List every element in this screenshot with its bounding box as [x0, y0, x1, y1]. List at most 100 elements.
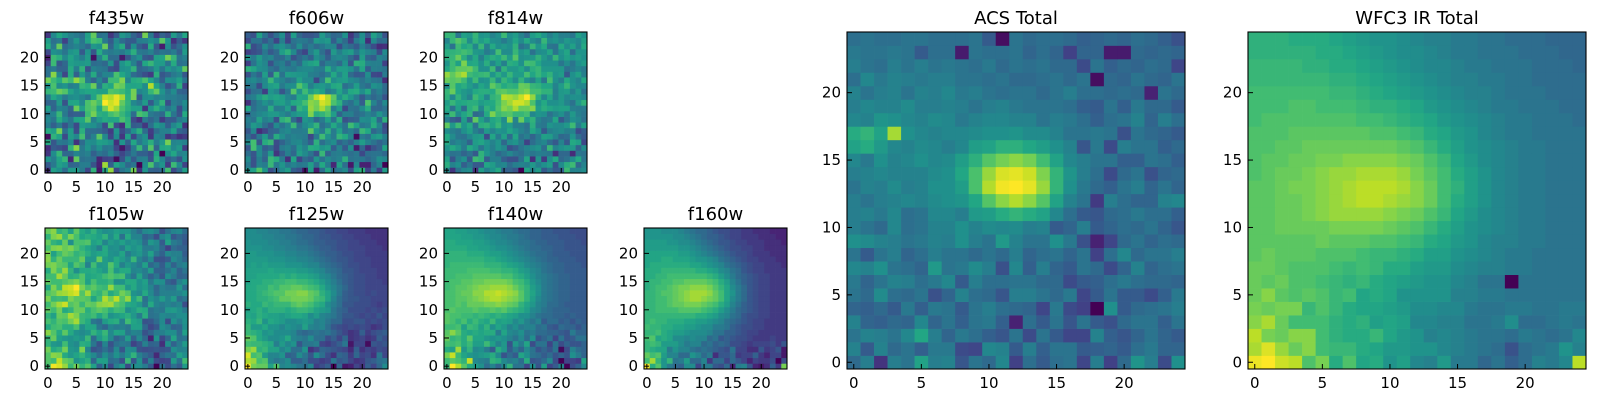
heatmap-cell [319, 273, 326, 280]
heatmap-cell [62, 60, 69, 67]
heatmap-cell [472, 82, 479, 89]
heatmap-cell [541, 352, 548, 359]
heatmap-cell [267, 290, 274, 297]
heatmap-cell [661, 267, 668, 274]
heatmap-cell [581, 71, 588, 78]
heatmap-cell [113, 150, 120, 157]
heatmap-cell [558, 301, 565, 308]
heatmap-cell [995, 288, 1010, 302]
heatmap-cell [484, 65, 491, 72]
heatmap-cell [575, 335, 582, 342]
heatmap-cell [541, 139, 548, 146]
heatmap-cell [79, 318, 86, 325]
heatmap-cell [336, 144, 343, 151]
heatmap-cell [672, 352, 679, 359]
heatmap-cell [581, 228, 588, 234]
heatmap-cell [313, 273, 320, 280]
heatmap-cell [575, 54, 582, 61]
heatmap-cell [735, 267, 742, 274]
heatmap-cell [250, 329, 257, 336]
heatmap-cell [501, 60, 508, 67]
heatmap-cell [718, 244, 725, 251]
heatmap-cell [569, 60, 576, 67]
heatmap-cell [325, 340, 332, 347]
heatmap-cell [655, 357, 662, 364]
heatmap-cell [546, 105, 554, 112]
heatmap-cell [307, 306, 314, 313]
heatmap-cell [302, 127, 309, 134]
heatmap-cell [982, 234, 997, 249]
heatmap-cell [461, 284, 468, 291]
heatmap-cell [712, 329, 719, 336]
heatmap-cell [153, 340, 160, 347]
heatmap-cell [319, 122, 326, 129]
heatmap-cell [336, 278, 343, 285]
heatmap-cell [769, 301, 776, 308]
heatmap-cell [444, 32, 451, 38]
heatmap-cell [285, 71, 292, 78]
heatmap-cell [267, 228, 274, 234]
heatmap-cell [370, 318, 377, 325]
heatmap-cell [107, 110, 114, 117]
heatmap-cell [724, 340, 731, 347]
y-tick-label: 5 [428, 133, 438, 151]
heatmap-cell [285, 295, 292, 302]
heatmap-cell [512, 133, 519, 140]
heatmap-cell [67, 312, 74, 319]
heatmap-cell [887, 342, 902, 356]
heatmap-cell [558, 318, 565, 325]
heatmap-cell [170, 301, 177, 308]
heatmap-cell [279, 32, 286, 38]
heatmap-cell [764, 273, 771, 280]
heatmap-cell [535, 54, 542, 61]
heatmap-cell [353, 82, 360, 89]
heatmap-cell [250, 32, 257, 38]
heatmap-cell [506, 363, 513, 370]
heatmap-cell [1171, 166, 1186, 181]
heatmap-cell [741, 250, 748, 257]
heatmap-cell [701, 228, 708, 234]
heatmap-cell [466, 346, 473, 353]
heatmap-cell [887, 355, 902, 370]
heatmap-cell [558, 110, 565, 117]
heatmap-cell [376, 295, 383, 302]
heatmap-cell [302, 329, 309, 336]
heatmap-cell [684, 312, 691, 319]
heatmap-cell [478, 233, 485, 240]
heatmap-cell [376, 110, 383, 117]
heatmap-cell [176, 290, 183, 297]
heatmap-cell [102, 144, 109, 151]
heatmap-cell [569, 267, 576, 274]
heatmap-cell [649, 273, 656, 280]
heatmap-cell [256, 256, 263, 263]
heatmap-cell [564, 60, 571, 67]
heatmap-cell [666, 352, 673, 359]
heatmap-cell [982, 166, 997, 181]
heatmap-cell [661, 340, 668, 347]
heatmap-cell [313, 133, 320, 140]
heatmap-cell [524, 256, 531, 263]
heatmap-cell [250, 278, 257, 285]
heatmap-cell [689, 312, 696, 319]
heatmap-cell [359, 233, 366, 240]
heatmap-cell [564, 139, 571, 146]
heatmap-cell [107, 352, 114, 359]
heatmap-cell [165, 284, 172, 291]
heatmap-cell [506, 301, 513, 308]
heatmap-cell [359, 278, 366, 285]
heatmap-cell [558, 329, 565, 336]
heatmap-cell [1090, 274, 1105, 289]
heatmap-cell [735, 250, 742, 257]
heatmap-cell [336, 363, 343, 370]
heatmap-cell [472, 150, 479, 157]
heatmap-cell [495, 301, 502, 308]
heatmap-cell [330, 301, 337, 308]
heatmap-cell [313, 228, 320, 234]
heatmap-cell [245, 244, 252, 251]
heatmap-cell [290, 301, 297, 308]
heatmap-cell [330, 352, 337, 359]
heatmap-cell [336, 88, 343, 95]
heatmap-cell [552, 239, 559, 246]
heatmap-cell [472, 60, 479, 67]
heatmap-cell [382, 150, 389, 157]
